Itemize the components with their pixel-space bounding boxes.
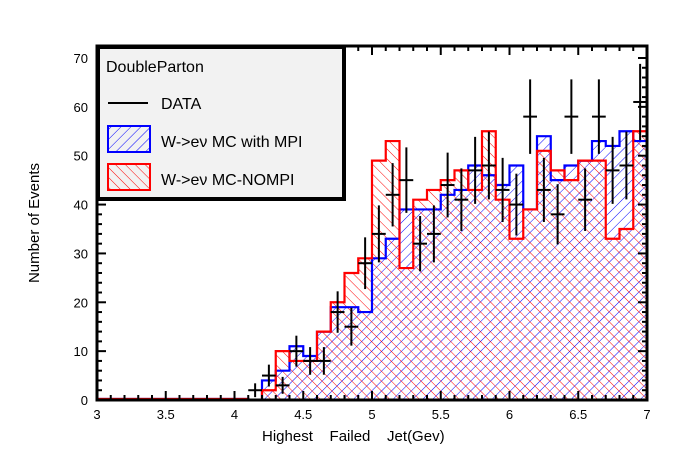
x-axis-title: Highest Failed Jet(Gev) xyxy=(262,428,445,445)
nompi-bin xyxy=(537,150,551,400)
nompi-bin xyxy=(495,199,510,400)
x-tick-label: 6.5 xyxy=(569,407,587,422)
data-point xyxy=(248,383,262,398)
y-tick-label: 40 xyxy=(74,198,88,213)
x-tick-label: 5.5 xyxy=(432,407,450,422)
nompi-bin xyxy=(619,229,634,400)
nompi-bin xyxy=(468,189,482,400)
nompi-bin xyxy=(523,209,537,400)
data-point xyxy=(633,63,647,141)
data-point xyxy=(564,79,579,154)
plot-area xyxy=(97,63,647,402)
data-point xyxy=(303,347,317,375)
data-point xyxy=(509,173,524,236)
data-point xyxy=(427,205,441,263)
y-tick-label: 30 xyxy=(74,246,88,261)
data-point xyxy=(605,136,620,204)
legend-label-data: DATA xyxy=(161,96,202,113)
nompi-bin xyxy=(413,199,427,400)
legend-header: DoubleParton xyxy=(106,59,204,76)
data-point xyxy=(550,184,565,245)
nompi-bin xyxy=(509,238,524,400)
legend-label-mpi: W->eν MC with MPI xyxy=(161,134,303,151)
data-point xyxy=(358,237,372,290)
data-point xyxy=(619,131,634,200)
nompi-bin xyxy=(550,170,565,400)
y-tick-label: 70 xyxy=(74,51,88,66)
x-tick-label: 5 xyxy=(368,407,375,422)
data-point xyxy=(330,291,345,333)
x-tick-label: 4 xyxy=(231,407,238,422)
nompi-bin xyxy=(592,160,606,400)
y-tick-label: 50 xyxy=(74,149,88,164)
legend-swatch-nompi xyxy=(107,163,151,191)
nompi-bin xyxy=(385,141,400,401)
nompi-bin xyxy=(275,351,290,400)
nompi-bin xyxy=(399,268,414,400)
axes: 3 3.5 4 4.5 5 5.5 6 6.5 7 0 10 20 30 40 50 60 70 xyxy=(74,44,651,422)
legend-label-nompi: W->eν MC-NOMPI xyxy=(161,172,294,189)
y-tick-label: 10 xyxy=(74,344,88,359)
nompi-bin xyxy=(303,360,317,400)
x-axis-ticks: 3 3.5 4 4.5 5 5.5 6 6.5 7 xyxy=(93,46,651,422)
data-point xyxy=(385,163,400,227)
data-point xyxy=(440,152,455,218)
nompi-bin xyxy=(564,180,579,400)
legend: DoubleParton DATA W->eν MC with MPI W->e… xyxy=(96,45,346,201)
data-point xyxy=(413,216,427,272)
data-points xyxy=(248,63,647,398)
nompi-bin xyxy=(578,160,592,400)
data-point xyxy=(262,364,276,387)
nompi-bin xyxy=(330,302,345,400)
data-point xyxy=(399,147,414,213)
x-tick-label: 3 xyxy=(93,407,100,422)
data-point xyxy=(454,168,469,231)
x-tick-label: 7 xyxy=(643,407,650,422)
nompi-bin xyxy=(372,160,386,400)
nompi-bin xyxy=(482,131,496,401)
y-tick-label: 0 xyxy=(81,393,88,408)
nompi-bin xyxy=(454,170,469,400)
data-point xyxy=(482,131,496,200)
data-point xyxy=(372,205,386,263)
nompi-bin xyxy=(440,180,455,400)
nompi-bin xyxy=(427,189,441,400)
data-point xyxy=(344,307,359,346)
data-point xyxy=(523,79,537,154)
x-tick-label: 6 xyxy=(506,407,513,422)
x-tick-label: 3.5 xyxy=(157,407,175,422)
data-point xyxy=(468,136,482,204)
nompi-bin xyxy=(358,258,372,400)
data-point xyxy=(317,347,331,375)
y-tick-label: 20 xyxy=(74,295,88,310)
nompi-bin xyxy=(605,238,620,400)
x-tick-label: 4.5 xyxy=(294,407,312,422)
y-tick-label: 60 xyxy=(74,100,88,115)
data-point xyxy=(495,157,510,222)
data-point xyxy=(578,168,592,231)
nompi-bin xyxy=(289,360,304,400)
nompi-bin xyxy=(633,131,647,401)
data-point xyxy=(289,335,304,367)
nompi-hist-fill xyxy=(262,131,647,401)
data-point xyxy=(592,79,606,154)
y-axis-title: Number of Events xyxy=(26,163,43,283)
nompi-bin xyxy=(262,390,276,400)
data-point xyxy=(275,376,290,394)
legend-swatch-mpi xyxy=(107,125,151,153)
data-point xyxy=(537,157,551,222)
